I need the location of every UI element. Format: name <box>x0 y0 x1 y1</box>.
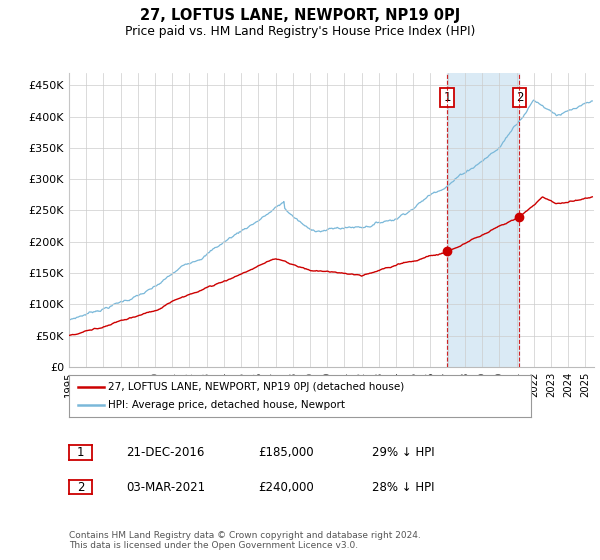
Text: £240,000: £240,000 <box>258 480 314 494</box>
Text: 03-MAR-2021: 03-MAR-2021 <box>126 480 205 494</box>
Text: 27, LOFTUS LANE, NEWPORT, NP19 0PJ (detached house): 27, LOFTUS LANE, NEWPORT, NP19 0PJ (deta… <box>108 382 404 392</box>
Text: 1: 1 <box>77 446 84 459</box>
Text: Contains HM Land Registry data © Crown copyright and database right 2024.
This d: Contains HM Land Registry data © Crown c… <box>69 531 421 550</box>
Text: 2: 2 <box>516 91 523 104</box>
Text: 29% ↓ HPI: 29% ↓ HPI <box>372 446 434 459</box>
Text: 27, LOFTUS LANE, NEWPORT, NP19 0PJ: 27, LOFTUS LANE, NEWPORT, NP19 0PJ <box>140 8 460 24</box>
Bar <box>447 73 520 367</box>
Text: Price paid vs. HM Land Registry's House Price Index (HPI): Price paid vs. HM Land Registry's House … <box>125 25 475 38</box>
Text: HPI: Average price, detached house, Newport: HPI: Average price, detached house, Newp… <box>108 400 345 410</box>
Text: 2: 2 <box>77 480 84 494</box>
Text: 28% ↓ HPI: 28% ↓ HPI <box>372 480 434 494</box>
Text: £185,000: £185,000 <box>258 446 314 459</box>
Text: 1: 1 <box>443 91 451 104</box>
Text: 21-DEC-2016: 21-DEC-2016 <box>126 446 205 459</box>
